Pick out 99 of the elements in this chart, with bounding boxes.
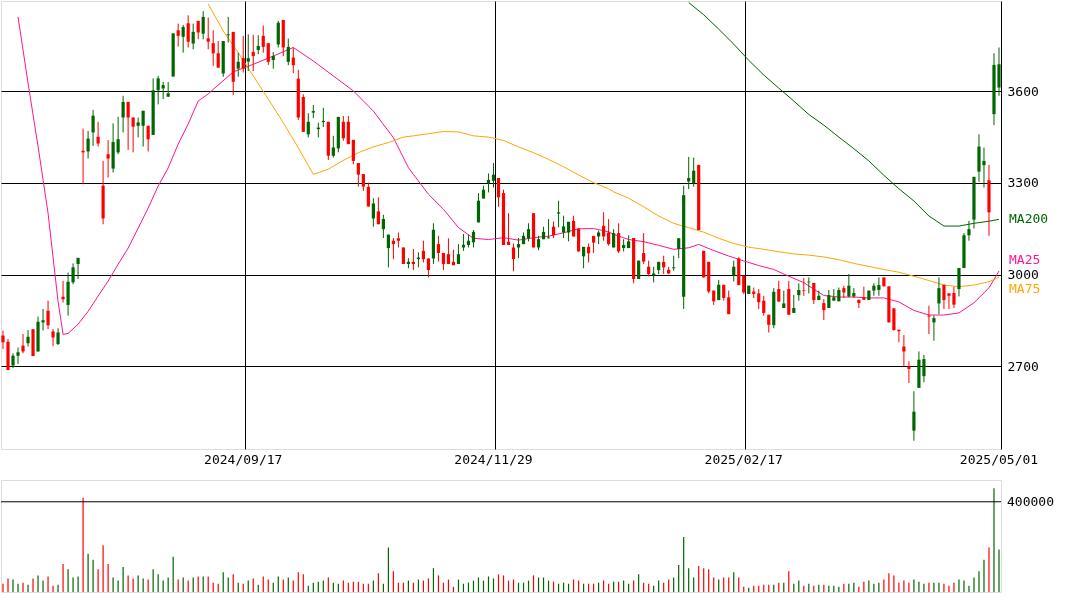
candlestick [21,333,25,354]
candlestick [241,35,245,74]
candlestick [191,23,195,50]
candlestick [927,305,931,335]
candlestick [156,75,160,105]
candlestick [201,10,205,40]
candlestick [71,262,75,285]
y-tick-label: 3600 [1007,83,1039,99]
candlestick [51,328,55,347]
candlestick [261,24,265,54]
candlestick [226,16,230,44]
y-tick-label: 2700 [1007,358,1039,374]
x-tick-label: 2024/11/29 [454,451,533,467]
candlestick [26,329,30,348]
y-tick-label: 3000 [1007,267,1039,283]
candlestick [561,215,566,239]
candlestick [186,14,190,48]
candlestick [546,218,551,239]
candlestick [762,295,766,317]
candlestick [491,162,496,189]
candlestick [46,300,50,330]
candlestick [792,294,796,314]
candlestick [176,23,180,48]
candlestick [61,280,65,304]
candlestick [822,298,826,321]
candlestick [146,125,150,152]
candlestick [932,315,936,342]
candlestick [251,34,255,72]
candlestick [41,308,45,332]
candlestick [476,192,481,223]
candlestick [526,222,531,242]
candlestick [306,112,310,138]
candlestick [246,33,250,72]
line-series [17,16,1000,335]
x-tick-label: 2025/02/17 [704,451,783,467]
candlestick [86,130,90,159]
candlestick [126,101,130,151]
candlestick [351,139,355,165]
candlestick [892,307,896,332]
candlestick [121,95,125,133]
candlestick [486,172,491,193]
candlestick [777,280,781,303]
candlestick [131,117,135,153]
series-label: MA200 [1009,211,1049,227]
candlestick [141,110,145,148]
candlestick [16,346,20,365]
candlestick [96,121,100,148]
candlestick [607,218,611,247]
candlestick [907,360,911,384]
candlestick [862,286,866,301]
candlestick [276,20,280,48]
candlestick [421,240,426,263]
candlestick [757,288,761,310]
candlestick [642,232,646,265]
candlestick [346,115,350,145]
candlestick [136,117,140,138]
candlestick [331,135,335,159]
candlestick [957,267,961,297]
candlestick [266,42,270,66]
candlestick [937,276,941,315]
candlestick [181,24,185,54]
candlestick [912,390,916,442]
y-tick-label: 3300 [1007,175,1039,191]
candlestick [211,29,215,67]
x-tick-label: 2024/09/17 [204,451,283,467]
candlestick [426,257,431,278]
candlestick [496,177,501,208]
x-tick-label: 2025/05/01 [959,451,1039,467]
candlestick [216,40,220,69]
candlestick [116,116,120,155]
text: 400000 [1007,493,1054,509]
candlestick [286,38,290,66]
candlestick [1,330,5,350]
candlestick [556,200,561,228]
candlestick [236,52,240,78]
candlestick [341,115,345,142]
candlestick [436,235,441,263]
candlestick [371,197,375,228]
series-label: MA25 [1009,252,1041,268]
candlestick [902,334,906,367]
candlestick [511,243,516,272]
candlestick [692,157,696,188]
candlestick [256,34,260,55]
series-label: MA75 [1009,281,1041,297]
candlestick [802,277,806,297]
candlestick [456,243,461,265]
candlestick [66,272,70,317]
candlestick [617,222,621,254]
candlestick [386,234,390,268]
candlestick [446,237,451,265]
candlestick [356,162,360,188]
candlestick [206,17,210,50]
candlestick [381,214,385,239]
candlestick [672,255,676,272]
candlestick [376,196,380,225]
candlestick [677,237,681,259]
candlestick [877,276,881,297]
candlestick [91,109,95,147]
candlestick [872,282,876,297]
